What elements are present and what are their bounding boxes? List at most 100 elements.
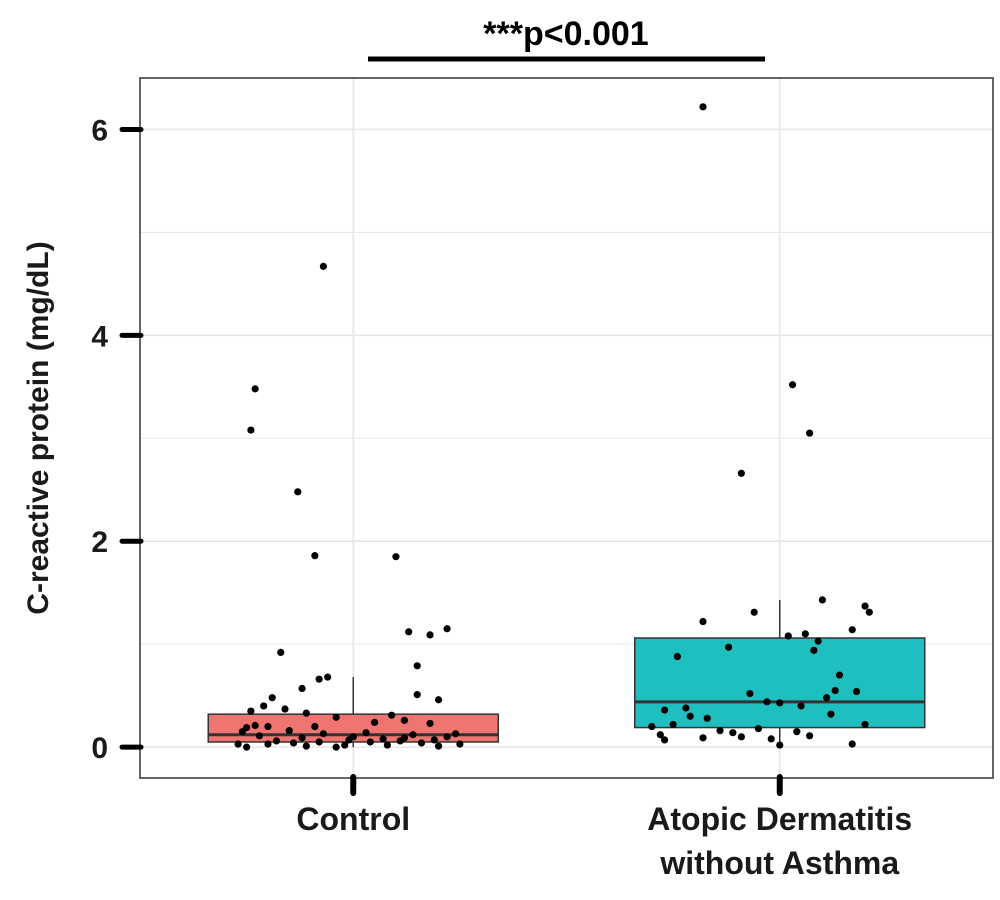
data-point — [268, 694, 276, 702]
data-point — [379, 735, 387, 743]
data-point — [247, 426, 255, 434]
y-tick-label: 2 — [91, 526, 108, 559]
data-point — [413, 662, 421, 670]
data-point — [366, 738, 374, 746]
data-point — [345, 736, 353, 744]
x-category-label: without Asthma — [659, 845, 899, 881]
y-axis: 0 2 4 6 — [91, 114, 144, 765]
data-point — [848, 626, 856, 634]
data-point — [243, 743, 251, 751]
box — [633, 637, 926, 729]
data-point — [806, 732, 814, 740]
data-point — [797, 702, 805, 710]
data-point — [298, 684, 306, 693]
data-point — [405, 628, 413, 636]
data-point — [865, 608, 873, 616]
data-point — [729, 729, 737, 737]
data-point — [426, 719, 434, 728]
data-point — [656, 731, 664, 739]
x-category-label: Control — [296, 801, 410, 837]
x-axis: Control Atopic Dermatitis without Asthma — [296, 774, 912, 881]
data-point — [793, 728, 801, 736]
y-tick-label: 0 — [91, 732, 108, 765]
data-point — [289, 739, 298, 747]
data-point — [699, 617, 707, 626]
data-point — [311, 552, 319, 560]
data-point — [818, 596, 827, 604]
data-point — [754, 724, 763, 733]
data-point — [682, 704, 690, 712]
data-point — [315, 738, 323, 746]
data-point — [434, 696, 443, 704]
data-point — [417, 739, 426, 747]
data-point — [660, 736, 669, 744]
data-point — [362, 729, 370, 737]
data-point — [835, 671, 844, 679]
data-point — [810, 646, 818, 654]
data-point — [776, 699, 784, 707]
data-point — [285, 727, 293, 735]
data-point — [699, 734, 707, 742]
data-point — [260, 702, 268, 710]
data-point — [319, 262, 327, 270]
data-point — [264, 722, 272, 731]
data-point — [400, 734, 409, 742]
y-tick-label: 6 — [91, 114, 108, 147]
data-point — [443, 625, 451, 633]
data-point — [341, 741, 349, 749]
data-point — [737, 469, 745, 477]
data-point — [443, 733, 451, 741]
data-point — [788, 381, 797, 389]
data-point — [238, 728, 246, 736]
plot-panel-border — [139, 77, 994, 779]
data-point — [302, 709, 310, 717]
data-point — [776, 741, 784, 749]
data-point — [861, 602, 869, 610]
y-tick-label: 4 — [91, 320, 108, 353]
data-point — [699, 103, 707, 111]
data-point — [264, 740, 272, 748]
data-point — [430, 736, 438, 744]
data-point — [669, 720, 677, 729]
data-point — [409, 731, 417, 739]
data-point — [234, 740, 242, 748]
data-point — [716, 727, 724, 735]
data-point — [848, 740, 856, 748]
data-point — [272, 737, 281, 745]
data-point — [686, 712, 694, 720]
data-point — [388, 711, 396, 719]
data-point — [251, 721, 259, 730]
data-point — [784, 632, 792, 640]
data-point — [251, 385, 259, 393]
data-point — [673, 652, 681, 661]
data-point — [456, 740, 464, 748]
data-point — [767, 735, 775, 743]
data-point — [831, 686, 839, 695]
data-point — [648, 722, 656, 731]
grid-lines — [140, 78, 993, 778]
data-point — [294, 488, 302, 496]
y-axis-title: C-reactive protein (mg/dL) — [22, 241, 55, 614]
data-point — [750, 608, 758, 616]
data-point — [383, 741, 391, 749]
data-point — [827, 710, 835, 718]
data-point — [861, 720, 869, 729]
data-point — [370, 718, 379, 727]
data-point — [724, 643, 733, 651]
data-point — [392, 553, 400, 561]
data-point — [332, 743, 340, 751]
data-point — [302, 742, 310, 750]
data-point — [814, 637, 822, 645]
data-point — [434, 742, 443, 750]
data-point — [315, 675, 323, 683]
data-point — [277, 648, 285, 657]
data-point — [413, 691, 421, 699]
data-point — [452, 730, 460, 738]
data-point — [311, 722, 319, 731]
data-point — [806, 429, 814, 437]
data-point — [703, 714, 711, 722]
data-point — [426, 631, 434, 639]
data-point — [746, 689, 754, 698]
data-point — [823, 694, 831, 702]
